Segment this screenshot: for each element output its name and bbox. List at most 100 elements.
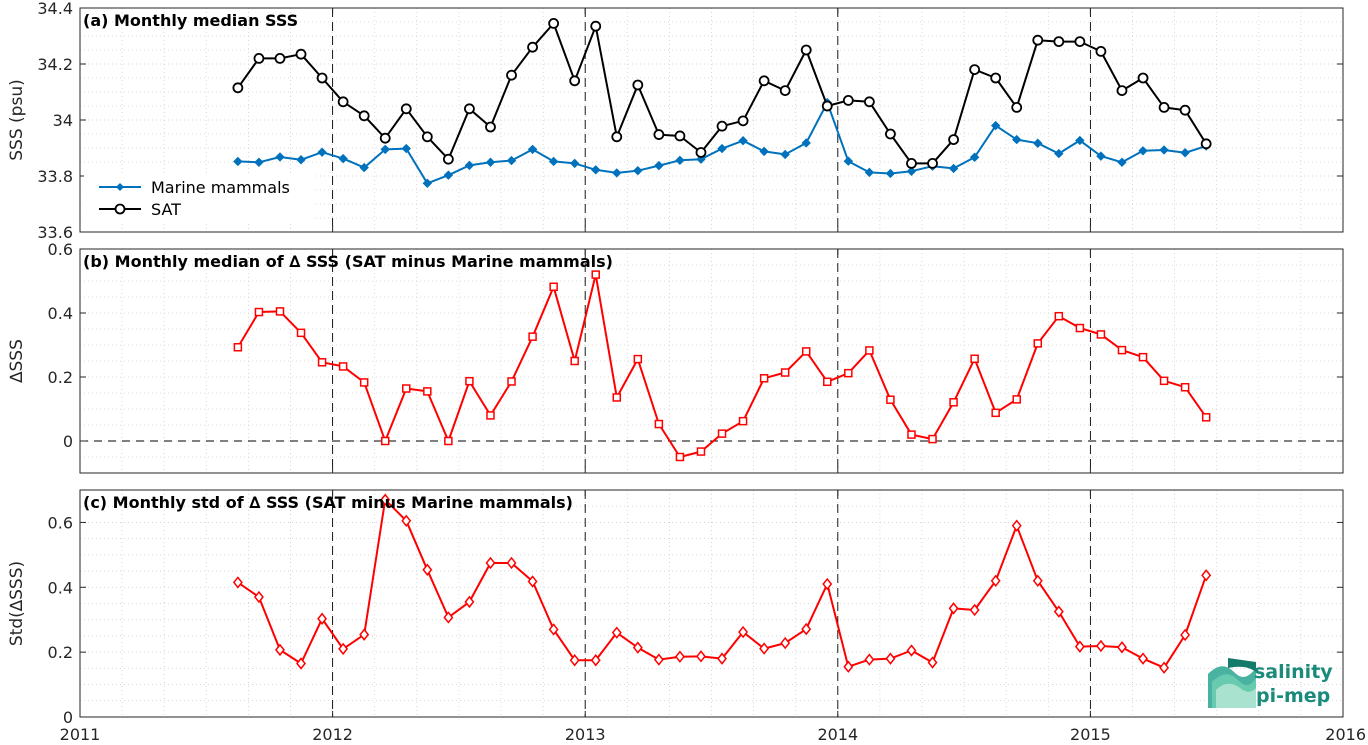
data-point-std: [1117, 641, 1127, 654]
data-point-sat: [948, 134, 959, 146]
data-point-std: [674, 650, 685, 663]
data-point-sat: [506, 69, 517, 81]
data-point-marine-mammals: [612, 168, 622, 178]
data-point-std: [275, 643, 285, 657]
data-point-std: [1201, 569, 1212, 582]
data-point-delta: [275, 307, 285, 316]
data-point-marine-mammals: [1138, 146, 1148, 156]
data-point-std: [296, 657, 306, 670]
data-point-delta: [1138, 352, 1148, 362]
data-point-sat: [274, 53, 286, 64]
panel-a: 33.6 33.8 34 34.2 34.4 SSS (psu) (a) Monthly m…: [7, 0, 1344, 242]
x-tick-label: 2013: [565, 725, 606, 744]
data-point-std: [717, 652, 727, 665]
data-point-std: [843, 660, 854, 673]
data-point-marine-mammals: [1117, 157, 1127, 167]
data-point-std: [527, 575, 538, 588]
data-point-delta: [296, 328, 306, 338]
data-point-sat: [358, 110, 370, 122]
data-point-std: [464, 595, 475, 609]
data-point-sat: [1053, 36, 1065, 47]
data-point-delta: [780, 368, 790, 377]
data-point-sat: [590, 20, 602, 32]
data-point-std: [653, 653, 664, 666]
x-tick-label: 2011: [60, 725, 101, 744]
x-tick-label: 2014: [817, 725, 858, 744]
data-point-sat: [737, 115, 749, 127]
data-point-marine-mammals: [780, 149, 790, 160]
data-point-marine-mammals: [233, 156, 243, 167]
data-point-std: [990, 574, 1001, 588]
data-point-delta: [1159, 376, 1169, 386]
data-point-sat: [969, 64, 981, 75]
data-point-delta: [801, 347, 811, 356]
data-point-delta: [1054, 311, 1064, 321]
data-point-std: [506, 556, 517, 570]
y-axis-label: Std(∆SSS): [7, 561, 27, 646]
y-axis-label: ∆SSS: [7, 339, 27, 384]
data-point-delta: [338, 362, 348, 371]
data-point-sat: [1158, 102, 1170, 113]
data-point-marine-mammals: [296, 155, 306, 165]
legend-label: SAT: [151, 200, 181, 219]
data-point-delta: [233, 342, 243, 352]
y-tick-label: 33.6: [37, 223, 73, 242]
data-point-marine-mammals: [338, 153, 348, 164]
data-point-marine-mammals: [906, 166, 917, 176]
data-point-delta: [1117, 345, 1127, 355]
data-point-delta: [1033, 339, 1043, 348]
data-point-std: [485, 556, 496, 570]
data-point-std: [1095, 639, 1106, 653]
data-point-delta: [717, 429, 727, 438]
data-point-sat: [611, 131, 623, 143]
data-point-delta: [1180, 382, 1190, 392]
legend-marker-marine-mammals: [116, 183, 124, 191]
legend: Marine mammals SAT: [84, 174, 314, 222]
data-point-marine-mammals: [359, 162, 369, 173]
y-tick-label: 0.2: [48, 643, 73, 662]
data-point-delta: [928, 434, 937, 444]
y-tick-label: 0.4: [48, 304, 73, 323]
data-point-marine-mammals: [569, 158, 580, 169]
data-point-delta: [970, 354, 979, 364]
data-point-sat: [758, 75, 770, 87]
x-tick-label: 2016: [1325, 725, 1366, 744]
data-point-std: [1138, 652, 1148, 665]
data-point-marine-mammals: [675, 155, 685, 166]
data-point-sat: [863, 96, 875, 108]
data-point-marine-mammals: [633, 165, 643, 176]
logo-text-pi-mep: pi-mep: [1256, 685, 1330, 707]
data-point-sat: [548, 17, 560, 29]
data-point-delta: [1096, 330, 1106, 339]
data-point-sat: [1179, 104, 1191, 116]
data-point-sat: [379, 132, 391, 144]
data-point-marine-mammals: [1054, 148, 1064, 159]
y-tick-label: 0.6: [48, 240, 73, 259]
data-point-sat: [527, 41, 538, 53]
x-tick-label: 2015: [1070, 725, 1111, 744]
data-point-std: [422, 563, 433, 576]
data-point-std: [948, 602, 959, 615]
data-point-sat: [990, 72, 1002, 84]
panel-title: (a) Monthly median SSS: [83, 11, 298, 30]
data-point-sat: [1074, 36, 1086, 47]
data-point-delta: [1075, 323, 1085, 333]
data-point-std: [1180, 628, 1191, 642]
data-point-sat: [885, 128, 896, 140]
data-point-sat: [842, 95, 854, 106]
y-tick-label: 0.2: [48, 368, 73, 387]
data-point-std: [632, 641, 643, 654]
data-point-std: [443, 611, 454, 624]
axes-box: [79, 489, 1344, 718]
data-point-std: [380, 493, 391, 506]
data-point-delta: [423, 387, 432, 396]
data-point-delta: [1012, 395, 1021, 404]
data-point-marine-mammals: [1096, 151, 1106, 161]
data-point-delta: [949, 398, 958, 407]
panel-b: 0 0.2 0.4 0.6 ∆SSS (b) Monthly median of ∆ SS…: [7, 240, 1344, 474]
data-point-marine-mammals: [401, 143, 411, 154]
data-point-std: [1159, 661, 1170, 674]
data-point-delta: [991, 408, 1000, 418]
y-tick-label: 34: [53, 111, 73, 130]
